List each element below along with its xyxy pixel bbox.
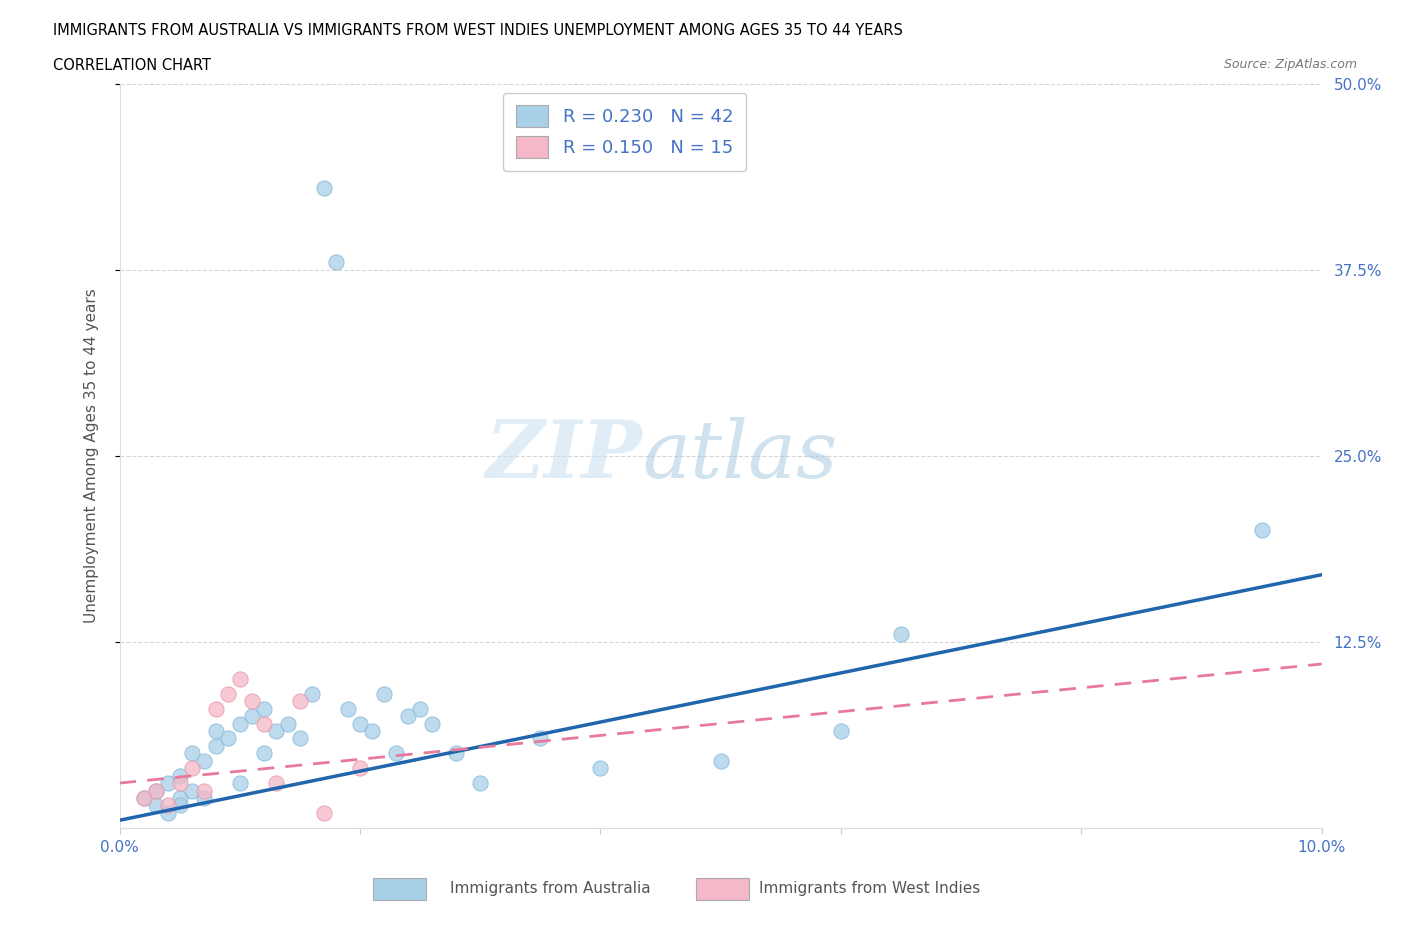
Point — [529, 731, 551, 746]
Point — [385, 746, 408, 761]
Point — [373, 686, 395, 701]
Text: CORRELATION CHART: CORRELATION CHART — [53, 58, 211, 73]
Point — [217, 686, 239, 701]
Point — [1250, 523, 1272, 538]
Point — [204, 701, 226, 716]
Text: Source: ZipAtlas.com: Source: ZipAtlas.com — [1223, 58, 1357, 71]
Point — [204, 724, 226, 738]
Point — [361, 724, 384, 738]
Point — [204, 738, 226, 753]
Point — [169, 768, 191, 783]
Point — [193, 753, 215, 768]
Point — [193, 783, 215, 798]
Point — [145, 783, 167, 798]
Point — [396, 709, 419, 724]
Text: ZIP: ZIP — [485, 417, 643, 495]
Point — [589, 761, 612, 776]
Y-axis label: Unemployment Among Ages 35 to 44 years: Unemployment Among Ages 35 to 44 years — [84, 288, 98, 623]
Point — [264, 724, 287, 738]
Point — [253, 746, 276, 761]
Point — [890, 627, 912, 642]
Text: Immigrants from West Indies: Immigrants from West Indies — [759, 881, 980, 896]
Point — [336, 701, 359, 716]
Point — [180, 761, 202, 776]
Point — [312, 180, 335, 195]
Point — [145, 798, 167, 813]
Point — [325, 255, 347, 270]
Point — [709, 753, 731, 768]
Legend: R = 0.230   N = 42, R = 0.150   N = 15: R = 0.230 N = 42, R = 0.150 N = 15 — [503, 93, 745, 171]
Point — [253, 716, 276, 731]
Point — [156, 798, 179, 813]
Point — [169, 798, 191, 813]
Point — [349, 761, 371, 776]
Point — [420, 716, 443, 731]
Point — [349, 716, 371, 731]
Text: IMMIGRANTS FROM AUSTRALIA VS IMMIGRANTS FROM WEST INDIES UNEMPLOYMENT AMONG AGES: IMMIGRANTS FROM AUSTRALIA VS IMMIGRANTS … — [53, 23, 903, 38]
Point — [444, 746, 467, 761]
Point — [145, 783, 167, 798]
Point — [288, 694, 311, 709]
Point — [217, 731, 239, 746]
Point — [253, 701, 276, 716]
Point — [240, 709, 263, 724]
Point — [132, 790, 155, 805]
Point — [228, 716, 252, 731]
Point — [132, 790, 155, 805]
Point — [277, 716, 299, 731]
Point — [169, 776, 191, 790]
Point — [180, 783, 202, 798]
Point — [312, 805, 335, 820]
Point — [156, 776, 179, 790]
Point — [156, 805, 179, 820]
Point — [180, 746, 202, 761]
Point — [409, 701, 432, 716]
Text: Immigrants from Australia: Immigrants from Australia — [450, 881, 651, 896]
Point — [264, 776, 287, 790]
Point — [169, 790, 191, 805]
Point — [228, 776, 252, 790]
Point — [288, 731, 311, 746]
Point — [193, 790, 215, 805]
Point — [301, 686, 323, 701]
Text: atlas: atlas — [643, 417, 838, 495]
Point — [830, 724, 852, 738]
Point — [240, 694, 263, 709]
Point — [468, 776, 492, 790]
Point — [228, 671, 252, 686]
